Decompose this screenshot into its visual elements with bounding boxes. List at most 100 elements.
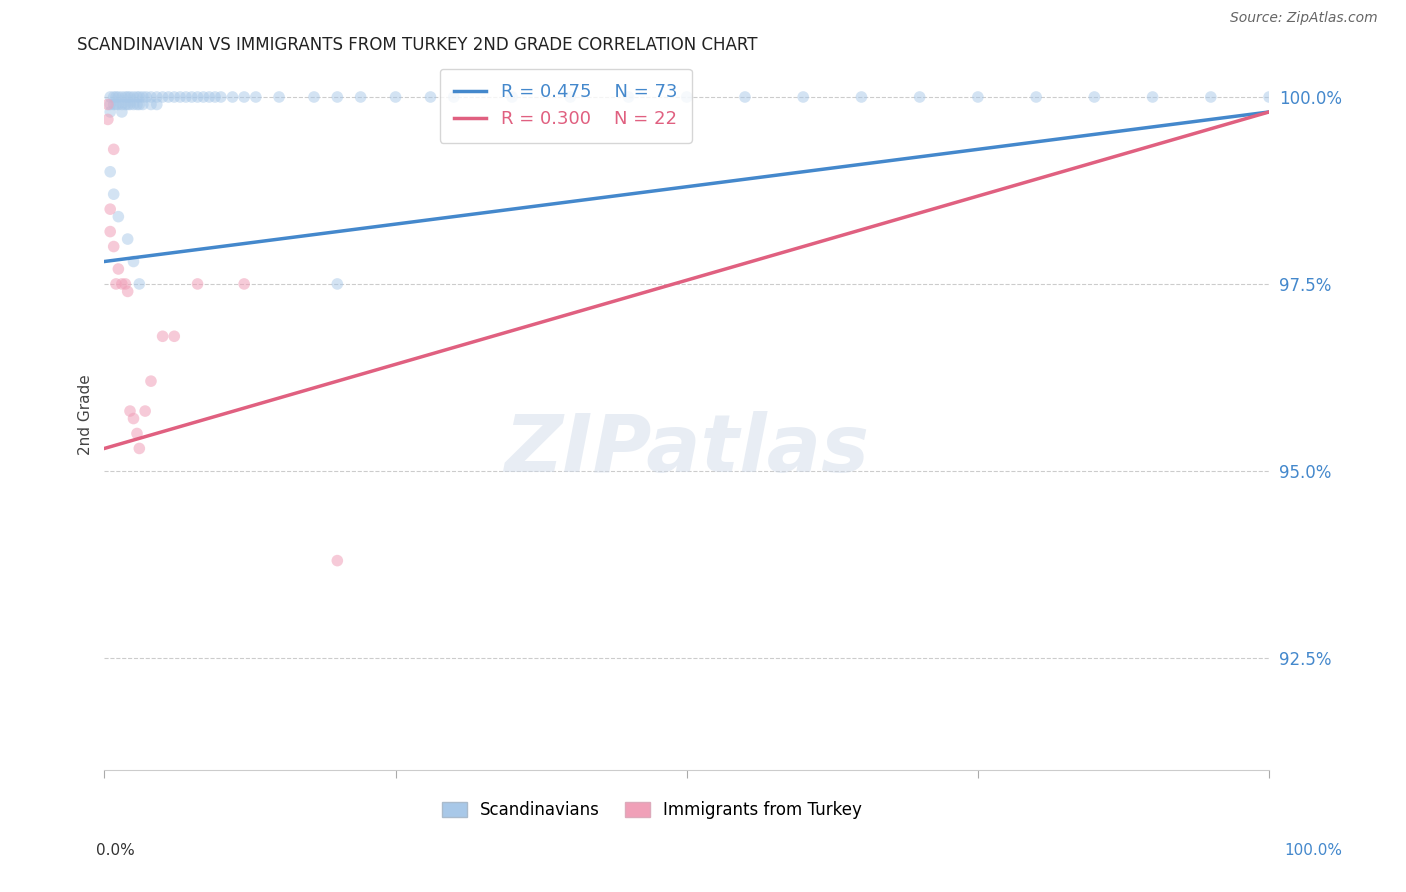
- Point: [122, 254, 145, 268]
- Point: [349, 90, 371, 104]
- Point: [107, 97, 129, 112]
- Point: [128, 277, 150, 291]
- Point: [103, 239, 125, 253]
- Point: [152, 329, 174, 343]
- Point: [118, 404, 141, 418]
- Point: [233, 277, 256, 291]
- Point: [122, 90, 145, 104]
- Point: [128, 442, 150, 456]
- Point: [187, 277, 209, 291]
- Point: [118, 97, 141, 112]
- Point: [122, 411, 145, 425]
- Point: [193, 90, 215, 104]
- Point: [174, 90, 197, 104]
- Point: [169, 90, 191, 104]
- Point: [125, 97, 148, 112]
- Point: [734, 90, 756, 104]
- Point: [107, 210, 129, 224]
- Text: 0.0%: 0.0%: [96, 843, 135, 857]
- Point: [98, 225, 121, 239]
- Point: [326, 90, 349, 104]
- Point: [267, 90, 290, 104]
- Text: Source: ZipAtlas.com: Source: ZipAtlas.com: [1230, 12, 1378, 25]
- Point: [107, 90, 129, 104]
- Point: [98, 97, 121, 112]
- Point: [134, 404, 156, 418]
- Point: [125, 90, 148, 104]
- Point: [1199, 90, 1222, 104]
- Point: [1142, 90, 1164, 104]
- Point: [1025, 90, 1047, 104]
- Point: [163, 329, 186, 343]
- Point: [146, 90, 169, 104]
- Point: [204, 90, 226, 104]
- Point: [132, 90, 155, 104]
- Point: [139, 90, 162, 104]
- Point: [180, 90, 202, 104]
- Point: [114, 90, 136, 104]
- Point: [111, 104, 134, 119]
- Point: [675, 90, 697, 104]
- Point: [114, 97, 136, 112]
- Point: [103, 97, 125, 112]
- Point: [98, 90, 121, 104]
- Point: [117, 285, 139, 299]
- Point: [132, 97, 155, 112]
- Point: [114, 277, 136, 291]
- Point: [98, 104, 121, 119]
- Point: [326, 277, 349, 291]
- Point: [1083, 90, 1105, 104]
- Point: [103, 187, 125, 202]
- Point: [105, 97, 128, 112]
- Point: [419, 90, 441, 104]
- Point: [117, 97, 139, 112]
- Point: [97, 97, 120, 112]
- Point: [128, 97, 150, 112]
- Point: [103, 90, 125, 104]
- Point: [117, 232, 139, 246]
- Point: [111, 90, 134, 104]
- Point: [146, 97, 169, 112]
- Text: SCANDINAVIAN VS IMMIGRANTS FROM TURKEY 2ND GRADE CORRELATION CHART: SCANDINAVIAN VS IMMIGRANTS FROM TURKEY 2…: [77, 36, 758, 54]
- Point: [135, 90, 157, 104]
- Point: [128, 90, 150, 104]
- Text: 100.0%: 100.0%: [1285, 843, 1343, 857]
- Point: [98, 202, 121, 216]
- Point: [163, 90, 186, 104]
- Point: [107, 262, 129, 277]
- Point: [105, 277, 128, 291]
- Point: [103, 142, 125, 156]
- Point: [139, 374, 162, 388]
- Point: [560, 90, 582, 104]
- Point: [209, 90, 232, 104]
- Point: [198, 90, 221, 104]
- Point: [139, 97, 162, 112]
- Point: [187, 90, 209, 104]
- Point: [117, 90, 139, 104]
- Point: [967, 90, 990, 104]
- Point: [384, 90, 406, 104]
- Point: [443, 90, 465, 104]
- Point: [1258, 90, 1281, 104]
- Point: [302, 90, 325, 104]
- Point: [233, 90, 256, 104]
- Point: [111, 277, 134, 291]
- Point: [125, 426, 148, 441]
- Point: [122, 97, 145, 112]
- Point: [617, 90, 640, 104]
- Point: [245, 90, 267, 104]
- Point: [792, 90, 814, 104]
- Point: [118, 90, 141, 104]
- Point: [111, 97, 134, 112]
- Point: [105, 90, 128, 104]
- Y-axis label: 2nd Grade: 2nd Grade: [79, 375, 93, 455]
- Point: [97, 112, 120, 127]
- Point: [221, 90, 243, 104]
- Point: [98, 165, 121, 179]
- Text: ZIPatlas: ZIPatlas: [505, 411, 869, 490]
- Point: [157, 90, 180, 104]
- Point: [152, 90, 174, 104]
- Legend: Scandinavians, Immigrants from Turkey: Scandinavians, Immigrants from Turkey: [434, 794, 869, 826]
- Point: [908, 90, 931, 104]
- Point: [501, 90, 523, 104]
